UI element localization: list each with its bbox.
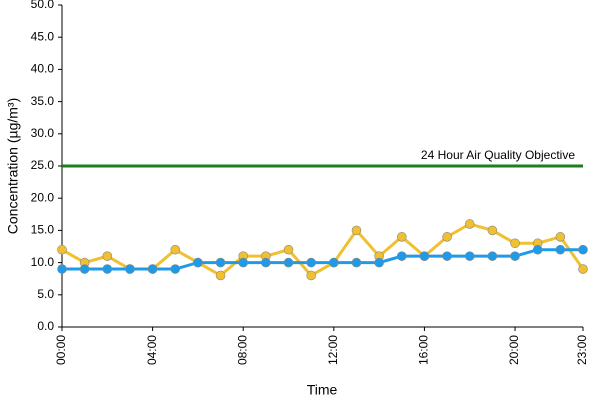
- point: [79, 264, 90, 274]
- point: [147, 264, 158, 274]
- y-tick-label: 15.0: [31, 223, 55, 237]
- point: [351, 257, 362, 268]
- point: [555, 232, 566, 242]
- x-tick-label: 16:00: [417, 335, 431, 365]
- y-tick-label: 0.0: [37, 319, 54, 333]
- y-tick-label: 25.0: [31, 158, 55, 172]
- point: [215, 270, 226, 281]
- point: [193, 257, 203, 268]
- point: [102, 264, 113, 274]
- point: [351, 225, 362, 236]
- point: [578, 244, 588, 255]
- point: [170, 264, 181, 274]
- point: [442, 251, 452, 261]
- x-tick-label: 04:00: [145, 335, 159, 365]
- point: [215, 257, 226, 268]
- point: [57, 264, 67, 274]
- point: [487, 251, 498, 261]
- y-tick-label: 10.0: [31, 255, 55, 269]
- point: [510, 238, 520, 249]
- point: [57, 244, 67, 255]
- point: [261, 257, 271, 268]
- y-tick-label: 45.0: [31, 29, 55, 43]
- point: [238, 257, 249, 268]
- point: [419, 251, 430, 261]
- point: [306, 270, 316, 281]
- point: [283, 244, 294, 255]
- point: [464, 251, 475, 261]
- y-axis-title: Concentration (µg/m³): [5, 98, 21, 234]
- point: [532, 244, 543, 255]
- y-tick-label: 5.0: [37, 287, 54, 301]
- point: [102, 251, 113, 261]
- point: [464, 219, 475, 229]
- point: [396, 251, 407, 261]
- point: [442, 232, 452, 242]
- series-line: [62, 248, 583, 271]
- point: [329, 257, 339, 268]
- x-tick-label: 12:00: [326, 335, 340, 365]
- point: [306, 257, 316, 268]
- x-tick-label: 23:00: [575, 335, 589, 365]
- point: [125, 264, 135, 274]
- x-tick-label: 08:00: [235, 335, 249, 365]
- point: [578, 264, 588, 274]
- y-tick-label: 50.0: [31, 0, 55, 11]
- point: [283, 257, 294, 268]
- point: [555, 244, 566, 255]
- reference-label: 24 Hour Air Quality Objective: [421, 148, 575, 162]
- x-tick-label: 00:00: [54, 335, 68, 365]
- y-tick-label: 40.0: [31, 62, 55, 76]
- point: [170, 244, 181, 255]
- y-tick-label: 20.0: [31, 190, 55, 204]
- point: [487, 225, 498, 236]
- x-axis-title: Time: [307, 382, 338, 398]
- point: [374, 257, 384, 268]
- point: [396, 232, 407, 242]
- x-tick-label: 20:00: [507, 335, 521, 365]
- y-tick-label: 30.0: [31, 126, 55, 140]
- point: [510, 251, 520, 261]
- y-tick-label: 35.0: [31, 94, 55, 108]
